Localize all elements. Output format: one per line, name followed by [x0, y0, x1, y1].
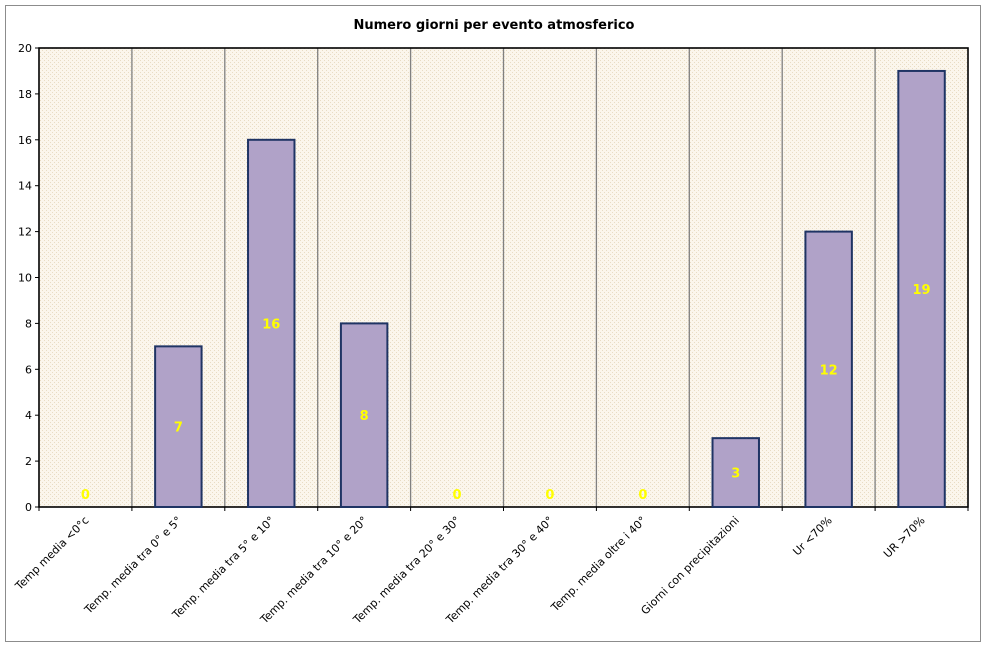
bar — [897, 69, 946, 508]
bar — [154, 345, 203, 508]
data-label: 0 — [545, 488, 554, 503]
y-tick-label: 18 — [18, 88, 32, 101]
bar — [804, 230, 853, 508]
y-tick-label: 2 — [25, 455, 32, 468]
chart-title: Numero giorni per evento atmosferico — [354, 18, 635, 33]
bar — [339, 322, 389, 508]
x-category-label: Temp. media tra 0° e 5° — [81, 514, 184, 617]
chart-frame: Numero giorni per evento atmosferico 0 2 4… — [5, 5, 981, 642]
bar — [247, 138, 296, 509]
y-tick-label: 14 — [18, 180, 32, 193]
data-label: 0 — [81, 488, 90, 503]
data-label: 8 — [360, 409, 369, 424]
data-label: 3 — [731, 467, 740, 482]
y-tick-label: 8 — [25, 317, 32, 330]
x-category-label: UR >70% — [881, 514, 928, 561]
bar-chart: Numero giorni per evento atmosferico 0 2 4… — [12, 18, 969, 627]
x-category-label: Temp. media tra 20° e 30° — [350, 514, 463, 627]
data-label: 0 — [453, 488, 462, 503]
data-label: 16 — [262, 317, 280, 332]
y-tick-label: 12 — [18, 226, 32, 239]
x-category-label: Giorni con precipitazioni — [638, 514, 741, 617]
x-category-label: Temp. media tra 30° e 40° — [443, 514, 556, 627]
y-tick-label: 10 — [18, 272, 32, 285]
x-category-label: Temp media <0°c — [12, 514, 91, 593]
x-category-label: Temp. media oltre i 40° — [548, 514, 649, 615]
y-tick-label: 6 — [25, 363, 32, 376]
y-tick-label: 20 — [18, 42, 32, 55]
y-tick-label: 4 — [25, 409, 32, 422]
data-label: 12 — [820, 363, 838, 378]
x-category-label: Ur <70% — [790, 514, 834, 558]
y-tick-label: 0 — [25, 501, 32, 514]
data-label: 7 — [174, 421, 183, 436]
bar — [711, 437, 760, 508]
data-label: 19 — [913, 283, 931, 298]
x-category-label: Temp. media tra 5° e 10° — [169, 514, 277, 622]
y-tick-label: 16 — [18, 134, 32, 147]
x-category-label: Temp. media tra 10° e 20° — [257, 514, 370, 627]
data-label: 0 — [638, 488, 647, 503]
